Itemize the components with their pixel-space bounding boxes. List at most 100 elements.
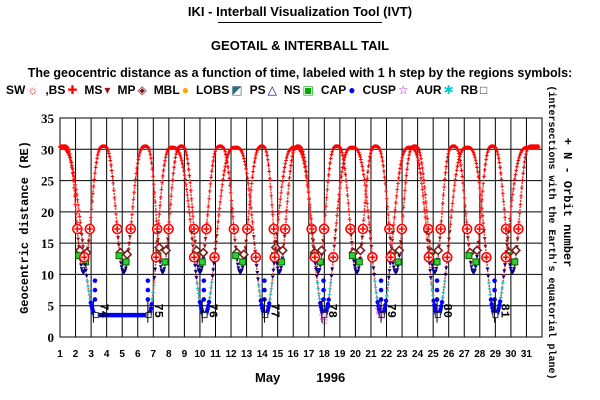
region-marker (365, 201, 369, 206)
region-marker (401, 153, 405, 157)
region-marker (266, 304, 271, 310)
region-marker (86, 284, 90, 288)
region-marker (437, 244, 442, 248)
region-marker (109, 168, 114, 173)
region-marker (389, 246, 394, 251)
x-tick-label: 27 (459, 349, 471, 360)
bow-shock-marker (330, 254, 337, 261)
region-marker (441, 290, 446, 295)
region-marker (482, 174, 486, 179)
region-marker (228, 190, 233, 195)
region-marker (170, 178, 175, 183)
region-marker (369, 148, 374, 153)
region-marker (465, 236, 470, 240)
region-marker (148, 152, 153, 156)
region-marker (112, 196, 117, 200)
region-marker (306, 190, 311, 194)
x-tick-label: 25 (428, 349, 440, 360)
region-marker (183, 177, 188, 182)
region-marker (330, 149, 334, 154)
region-marker (311, 239, 316, 243)
region-marker (200, 265, 205, 270)
y-tick-label: 15 (41, 236, 55, 251)
region-marker (257, 289, 262, 293)
region-marker (277, 210, 281, 215)
region-marker (244, 167, 248, 171)
region-marker (515, 165, 519, 169)
region-marker (497, 302, 502, 308)
bow-shock-marker (321, 225, 328, 232)
region-marker (83, 263, 88, 267)
region-marker (85, 246, 90, 251)
region-marker (167, 220, 171, 224)
region-marker (95, 156, 99, 161)
region-marker (194, 276, 199, 280)
region-marker (386, 276, 391, 280)
region-marker (328, 156, 333, 161)
region-marker (381, 163, 386, 168)
x-tick-label: 20 (350, 349, 362, 360)
region-marker (185, 157, 190, 161)
legend-item: NS ▣ (284, 83, 314, 97)
region-marker (444, 266, 449, 270)
region-marker (414, 151, 418, 155)
region-marker (446, 151, 451, 156)
region-marker (496, 152, 500, 157)
region-marker (513, 172, 518, 177)
region-marker (397, 171, 402, 175)
region-marker (373, 285, 378, 289)
region-marker (275, 266, 280, 271)
region-marker (375, 299, 380, 305)
ns-marker (198, 258, 206, 266)
x-tick-label: 28 (474, 349, 486, 360)
region-marker (156, 221, 161, 226)
region-marker (184, 182, 188, 187)
region-marker (421, 171, 425, 176)
region-marker (512, 177, 517, 181)
x-tick-label: 22 (381, 349, 393, 360)
region-marker (251, 169, 255, 174)
bow-shock-marker (464, 225, 471, 232)
region-marker (416, 159, 421, 163)
region-marker (233, 245, 238, 250)
region-marker (346, 201, 351, 205)
region-marker (229, 198, 234, 203)
region-marker (483, 244, 488, 249)
region-marker (243, 246, 248, 250)
region-marker (269, 193, 274, 198)
region-marker (303, 165, 307, 169)
region-marker (427, 261, 432, 266)
region-marker (392, 268, 397, 273)
region-marker (477, 180, 481, 185)
region-marker (91, 184, 96, 189)
region-marker (446, 244, 451, 249)
region-marker (482, 229, 487, 233)
region-marker (284, 217, 288, 221)
region-marker (371, 266, 376, 270)
region-marker (70, 166, 75, 171)
region-marker (207, 296, 212, 300)
mp-marker (471, 245, 483, 256)
region-marker (515, 161, 520, 166)
region-marker (291, 151, 295, 155)
region-marker (219, 188, 224, 192)
region-marker (272, 261, 277, 266)
region-marker (212, 151, 217, 156)
region-marker (382, 306, 387, 311)
region-marker (190, 237, 195, 242)
bow-shock-marker (127, 225, 134, 232)
region-marker (110, 174, 115, 179)
region-marker (169, 194, 174, 198)
region-marker (520, 178, 525, 183)
region-marker (310, 231, 315, 236)
legend-item: CAP ● (321, 83, 356, 97)
region-marker (519, 186, 524, 190)
region-marker (221, 177, 225, 182)
region-marker (351, 259, 356, 264)
x-tick-label: 17 (303, 349, 315, 360)
region-marker (305, 179, 309, 183)
region-marker (509, 204, 514, 208)
legend-item: ,BS ✚ (45, 83, 77, 97)
region-marker (340, 153, 345, 158)
